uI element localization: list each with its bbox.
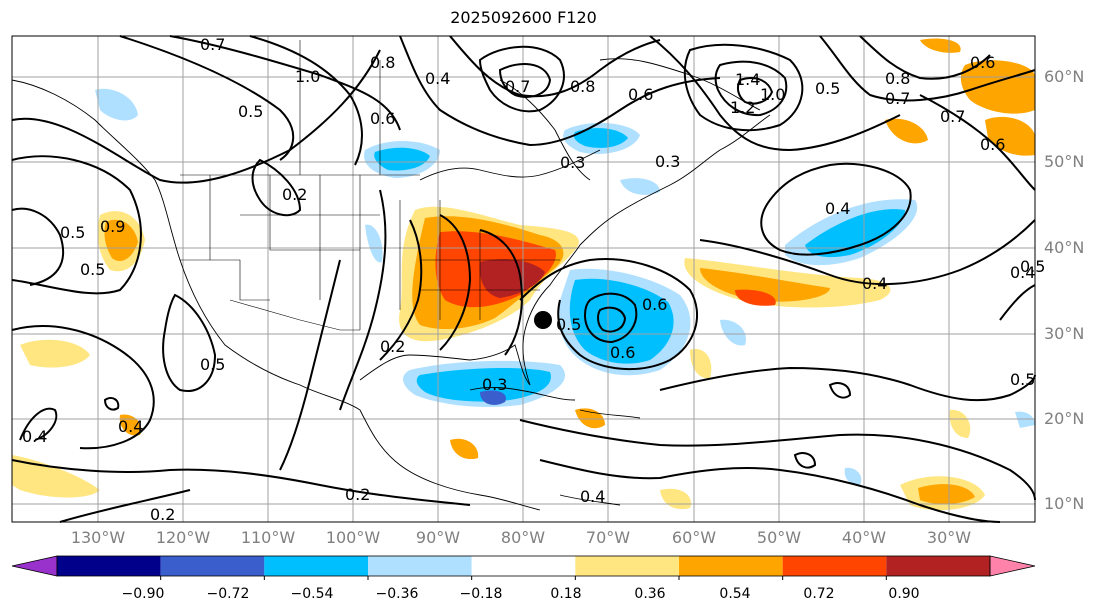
contour-label: 0.2	[150, 505, 175, 524]
colorbar-segment	[57, 556, 161, 576]
colorbar-tick-label: 0.18	[550, 586, 582, 602]
contour-label: 0.8	[885, 69, 910, 88]
contour-label: 1.0	[760, 85, 785, 104]
contour-label: 0.4	[22, 427, 47, 446]
lon-label: 110°W	[240, 528, 296, 547]
contour-label: 0.4	[425, 69, 450, 88]
colorbar-segment	[575, 556, 679, 576]
contour-label: 0.6	[980, 135, 1005, 154]
contour-label: 0.5	[815, 79, 840, 98]
lat-label: 10°N	[1044, 494, 1085, 513]
colorbar-segment	[782, 556, 887, 576]
contour-label: 0.5	[1010, 370, 1035, 389]
contour-label: 0.2	[345, 485, 370, 504]
colorbar-segment	[886, 556, 990, 576]
contour-label: 0.6	[370, 109, 395, 128]
colorbar-tick-label: −0.54	[290, 586, 334, 602]
contour-label: 0.5	[80, 260, 105, 279]
colorbar-outline	[56, 555, 991, 577]
contour-label: 0.2	[282, 185, 307, 204]
contour-label: 0.5	[238, 102, 263, 121]
contour-label: 0.2	[380, 337, 405, 356]
lat-label: 60°N	[1044, 67, 1085, 86]
storm-position-dot	[534, 311, 552, 329]
contour-label: 0.4	[1010, 263, 1035, 282]
contour-label: 0.8	[370, 53, 395, 72]
contour-label: 0.4	[580, 487, 605, 506]
contour-label: 0.5	[60, 223, 85, 242]
colorbar-tick-label: 0.36	[634, 586, 666, 602]
lat-label: 20°N	[1044, 409, 1085, 428]
contour-label: 0.3	[482, 375, 507, 394]
colorbar-segment	[679, 556, 783, 576]
contour-label: 0.7	[885, 89, 910, 108]
colorbar-extend-high	[989, 555, 1036, 577]
colorbar-segment	[264, 556, 368, 576]
contour-label: 0.8	[570, 77, 595, 96]
colorbar-segment	[160, 556, 265, 576]
colorbar-tick-label: −0.36	[375, 586, 419, 602]
map-frame	[11, 35, 1036, 523]
lon-label: 40°W	[841, 528, 887, 547]
colorbar-extend-low	[11, 555, 58, 577]
colorbar-segment	[368, 556, 472, 576]
lon-label: 60°W	[671, 528, 717, 547]
contour-label-group: 0.7 1.0 0.8 0.4 0.7 0.8 0.6 0.6 1.4 1.2 …	[22, 35, 1045, 524]
contour-label: 0.6	[642, 295, 667, 314]
lat-label: 30°N	[1044, 324, 1085, 343]
contour-label: 0.7	[505, 77, 530, 96]
lon-label: 80°W	[500, 528, 546, 547]
colorbar-tick-label: −0.18	[459, 586, 503, 602]
map-title: 2025092600 F120	[450, 8, 597, 27]
contour-label: 1.4	[735, 70, 760, 89]
contour-label: 1.2	[730, 98, 755, 117]
lon-label: 130°W	[70, 528, 126, 547]
lat-label: 40°N	[1044, 238, 1085, 257]
colorbar	[11, 555, 1036, 580]
colorbar-segment	[471, 556, 576, 576]
lon-label: 30°W	[926, 528, 972, 547]
contour-label: 0.6	[628, 85, 653, 104]
colorbar-tick-label: 0.54	[719, 586, 751, 602]
contour-label: 0.5	[1020, 257, 1045, 276]
contour-label: 0.9	[100, 217, 125, 236]
lon-label: 50°W	[756, 528, 802, 547]
contour-label: 0.3	[655, 152, 680, 171]
contour-label: 0.7	[940, 107, 965, 126]
lat-label: 50°N	[1044, 152, 1085, 171]
contour-label: 0.4	[862, 274, 887, 293]
contour-label: 0.4	[825, 199, 850, 218]
colorbar-tick-label: −0.90	[121, 586, 165, 602]
political-borders	[180, 40, 560, 331]
colorbar-tick-label: 0.72	[803, 586, 835, 602]
contour-label: 1.0	[295, 67, 320, 86]
anomaly-shading	[12, 38, 1035, 511]
contour-label: 0.7	[200, 35, 225, 54]
contour-lines	[11, 35, 1036, 523]
contour-label: 0.3	[560, 153, 585, 172]
contour-label: 0.5	[556, 315, 581, 334]
colorbar-tick-label: −0.72	[206, 586, 250, 602]
contour-label: 0.6	[610, 343, 635, 362]
lon-label: 100°W	[325, 528, 381, 547]
graticule	[12, 36, 1035, 522]
contour-label: 0.5	[200, 355, 225, 374]
lon-label: 70°W	[585, 528, 631, 547]
lon-label: 120°W	[155, 528, 211, 547]
colorbar-tick-label: 0.90	[888, 586, 920, 602]
lon-label: 90°W	[415, 528, 461, 547]
contour-label: 0.6	[970, 53, 995, 72]
contour-label: 0.4	[118, 417, 143, 436]
